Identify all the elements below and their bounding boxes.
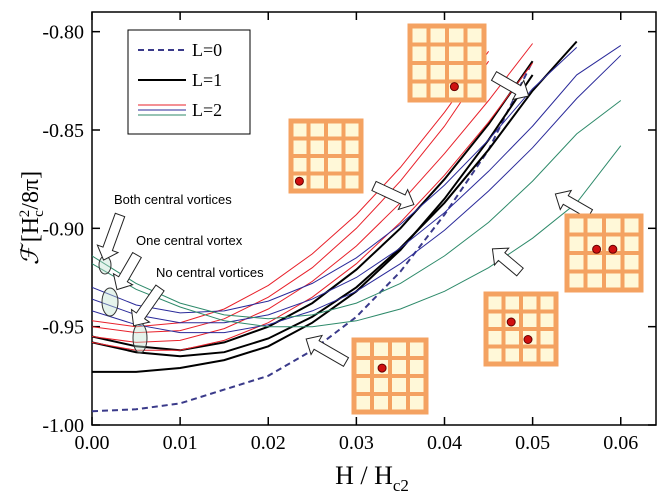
arrow [96, 212, 126, 261]
x-tick-label: 0.00 [75, 432, 110, 454]
y-tick-label: -0.80 [42, 22, 84, 44]
y-tick-label: -1.00 [42, 415, 84, 437]
curve [92, 62, 534, 351]
arrow [371, 180, 415, 211]
y-label-text: [H [18, 217, 44, 242]
inset [564, 213, 644, 293]
y-tick-label: -0.85 [42, 120, 84, 142]
legend-label: L=2 [192, 100, 222, 120]
plot-lines [92, 40, 622, 413]
arrow [554, 189, 594, 220]
curve [92, 100, 622, 320]
arrow-shape [96, 212, 126, 261]
arrow-shape [491, 247, 524, 277]
x-tick-label: 0.05 [515, 432, 550, 454]
arrow [112, 251, 143, 291]
vortex [377, 363, 387, 373]
legend-box [127, 29, 251, 135]
arrow-shape [554, 189, 594, 220]
y-label-sup: 2 [17, 210, 33, 218]
vortex [506, 317, 516, 327]
arrow-shape [112, 251, 143, 291]
annotation: No central vortices [156, 265, 264, 280]
x-tick-label: 0.04 [427, 432, 462, 454]
curve [92, 43, 533, 343]
x-label-text: H / H [335, 461, 393, 490]
vortex [294, 176, 304, 186]
legend-label: L=1 [192, 70, 222, 90]
vortex [523, 335, 533, 344]
curve [92, 60, 490, 334]
highlight-ellipse [101, 287, 119, 317]
arrow [305, 334, 350, 368]
vortex [608, 244, 618, 254]
curve [92, 54, 622, 334]
y-label-sub: c [31, 210, 47, 217]
arrow-shape [305, 334, 350, 368]
arrow-shape [490, 70, 530, 101]
x-tick-label: 0.01 [163, 432, 198, 454]
x-axis-label: H / Hc2 [335, 461, 409, 495]
x-tick-label: 0.03 [339, 432, 374, 454]
annotation: One central vortex [136, 233, 243, 248]
arrow-shape [371, 180, 415, 211]
x-tick-label: 0.02 [251, 432, 286, 454]
x-label-sub: c2 [393, 476, 409, 495]
inset [288, 118, 364, 194]
y-label-rest: /8π] [18, 171, 44, 210]
inset [483, 291, 559, 367]
y-label-symbol: ℱ [18, 242, 44, 265]
x-tick-label: 0.06 [603, 432, 638, 454]
inset [407, 23, 487, 103]
curve [92, 47, 578, 314]
y-tick-label: -0.95 [42, 317, 84, 339]
legend-label: L=0 [192, 40, 222, 60]
annotation: Both central vortices [114, 192, 232, 207]
vortex [592, 244, 602, 254]
curve [92, 40, 578, 358]
plot-frame [91, 11, 657, 426]
curve [92, 60, 534, 352]
highlight-ellipse [132, 322, 148, 354]
curve [92, 51, 490, 328]
vortex [449, 82, 459, 92]
legend: L=0 L=1 L=2 [127, 29, 251, 135]
arrow [491, 247, 524, 277]
arrow [490, 70, 530, 101]
curve [92, 74, 534, 373]
y-tick-label: -0.90 [42, 218, 84, 240]
arrow [130, 284, 165, 327]
arrow-shape [130, 284, 165, 327]
inset [351, 337, 429, 415]
y-axis-label: ℱ[Hc2/8π] [17, 171, 47, 265]
curve [92, 145, 622, 328]
curve [92, 44, 622, 324]
